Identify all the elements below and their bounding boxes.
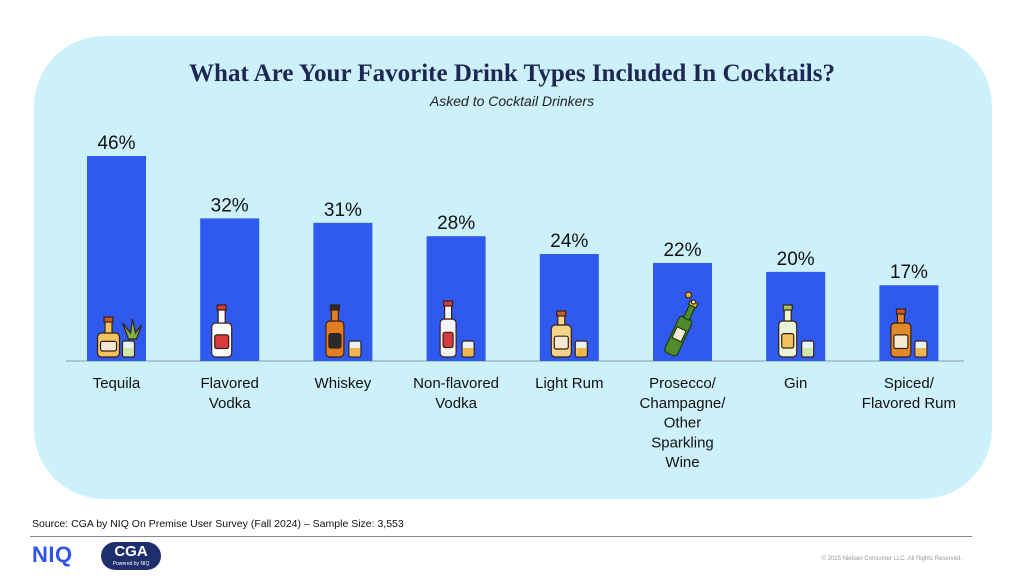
bar-group: 22% Prosecco/Champagne/Other Sparkling Wine xyxy=(640,240,727,471)
category-label: Gin xyxy=(784,375,807,392)
cga-logo: CGA Powered by NIQ xyxy=(101,542,161,570)
bar-value-label: 28% xyxy=(437,213,475,234)
chart-panel xyxy=(34,36,992,499)
bar xyxy=(653,262,712,361)
category-label: Spiced/Flavored Rum xyxy=(862,375,956,412)
bar-value-label: 31% xyxy=(324,200,362,221)
cga-logo-text: CGA xyxy=(114,543,148,560)
bar-group: 28% Non-flavored Vodka xyxy=(413,213,499,412)
tequila-bottle-icon xyxy=(96,316,143,358)
spiced-rum-bottle-icon xyxy=(890,308,928,358)
cga-logo-subtext: Powered by NIQ xyxy=(112,561,150,567)
bar-value-label: 17% xyxy=(890,262,928,283)
bar-value-label: 46% xyxy=(97,133,135,154)
footer-divider xyxy=(30,536,972,537)
niq-logo: NIQ xyxy=(32,542,73,567)
bar-group: 17% Spiced/Flavored Rum xyxy=(862,262,956,412)
bar-group: 31% Whiskey xyxy=(313,200,373,392)
bar-value-label: 20% xyxy=(777,249,815,270)
vodka-bottle-icon xyxy=(439,300,475,358)
category-label: Flavored Vodka xyxy=(201,375,259,412)
category-label: Prosecco/Champagne/Other Sparkling Wine xyxy=(640,375,727,471)
category-label: Tequila xyxy=(93,375,141,392)
source-note: Source: CGA by NIQ On Premise User Surve… xyxy=(32,518,404,530)
champagne-bottle-icon xyxy=(664,291,699,357)
category-label: Whiskey xyxy=(315,375,372,392)
category-label: Non-flavored Vodka xyxy=(413,375,499,412)
bar-value-label: 32% xyxy=(211,195,249,216)
bar-value-label: 24% xyxy=(550,231,588,252)
whiskey-bottle-icon xyxy=(325,304,362,358)
category-label: Light Rum xyxy=(535,375,603,392)
bar-group: 24% Light Rum xyxy=(535,231,603,392)
bar-group: 20% Gin xyxy=(766,249,826,392)
bar-group: 32% Flavored Vodka xyxy=(200,195,260,412)
bar-value-label: 22% xyxy=(663,240,701,261)
bar xyxy=(87,156,146,361)
chart-title: What Are Your Favorite Drink Types Inclu… xyxy=(189,60,835,87)
gin-bottle-icon xyxy=(778,304,815,358)
chart-subtitle: Asked to Cocktail Drinkers xyxy=(429,93,595,109)
copyright-note: © 2025 Nielsen Consumer LLC. All Rights … xyxy=(821,556,963,562)
flavored-vodka-bottle-icon xyxy=(211,304,233,358)
bar-group: 46% Tequila xyxy=(87,133,146,392)
light-rum-bottle-icon xyxy=(550,310,588,358)
